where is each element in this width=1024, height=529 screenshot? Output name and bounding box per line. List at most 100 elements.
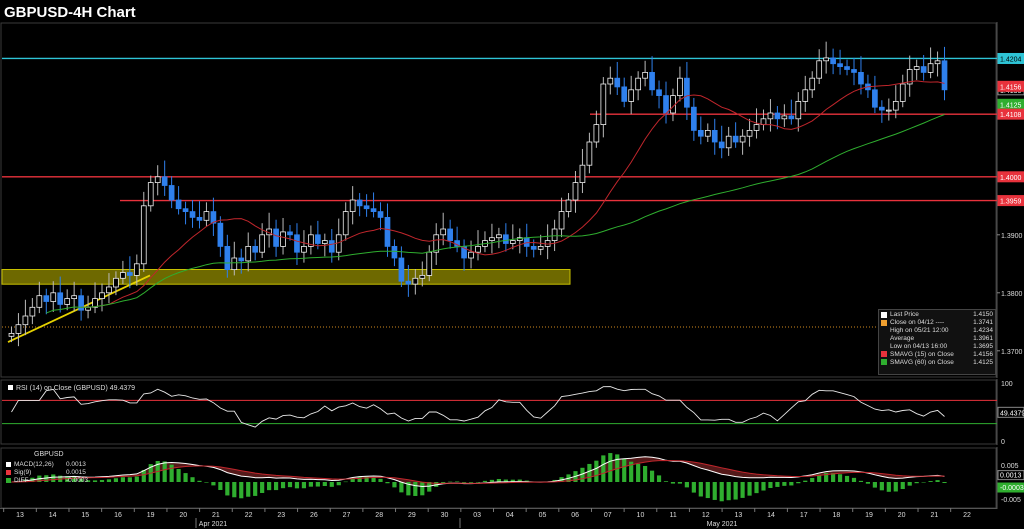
- candle-down: [523, 237, 530, 247]
- candle-up: [885, 109, 892, 112]
- candle-down: [182, 208, 189, 212]
- candle-up: [259, 234, 265, 253]
- macd-hist-bar: [357, 476, 362, 482]
- legend-item: SMAVG (15) on Close 1.4156: [881, 350, 993, 358]
- macd-hist-bar: [858, 480, 864, 482]
- candle-down: [217, 222, 224, 247]
- macd-legend-value: 0.0013: [66, 461, 86, 468]
- candle-up: [71, 295, 77, 300]
- candle-up: [607, 77, 614, 85]
- candle-up: [809, 77, 816, 91]
- candle-up: [913, 66, 920, 70]
- macd-hist-bar: [211, 482, 216, 486]
- candle-down: [405, 280, 412, 285]
- macd-hist-bar: [810, 477, 815, 482]
- candle-up: [280, 231, 286, 247]
- macd-hist-bar: [893, 482, 898, 492]
- candle-down: [941, 60, 948, 91]
- macd-hist-bar: [580, 467, 585, 482]
- macd-hist-bar: [399, 482, 404, 493]
- macd-hist-bar: [698, 482, 703, 497]
- macd-hist-bar: [79, 478, 84, 482]
- macd-hist-bar: [204, 482, 209, 483]
- x-month-label: May 2021: [707, 521, 738, 528]
- candle-down: [656, 89, 662, 97]
- macd-hist-bar: [72, 476, 77, 482]
- x-tick-label: 30: [441, 512, 449, 519]
- macd-hist-bar: [831, 473, 836, 482]
- legend-label: Close on 04/12 ----: [890, 319, 945, 327]
- candle-down: [621, 86, 628, 102]
- legend-item: Last Price 1.4150: [881, 311, 993, 319]
- candle-down: [287, 231, 293, 236]
- price-tag: [997, 195, 1024, 207]
- x-tick-label: 21: [930, 512, 938, 519]
- candle-up: [308, 234, 314, 247]
- candle-up: [635, 77, 641, 91]
- support-zone: [1, 269, 571, 285]
- candle-down: [273, 228, 279, 247]
- rsi-label-text: RSI (14) on Close (GBPUSD): [16, 385, 108, 392]
- x-tick-label: 18: [832, 512, 840, 519]
- macd-hist-bar: [942, 482, 947, 484]
- candle-down: [328, 240, 335, 253]
- macd-hist-bar: [587, 463, 592, 482]
- legend-item: Average 1.3961: [881, 335, 993, 343]
- candle-up: [795, 101, 802, 120]
- macd-hist-bar: [824, 472, 829, 482]
- candle-up: [551, 228, 558, 242]
- candle-up: [154, 176, 161, 184]
- macd-hist-bar: [643, 465, 648, 482]
- candle-up: [412, 277, 419, 285]
- macd-hist-bar: [496, 478, 501, 482]
- candle-up: [468, 251, 474, 259]
- macd-hist-bar: [844, 475, 850, 482]
- macd-chart[interactable]: 0.005 -0.005 0.0013 -0.0003: [0, 447, 1024, 509]
- macd-legend-swatch: [6, 477, 11, 483]
- price-chart[interactable]: 1.37001.38001.39001.42041.41501.41561.41…: [0, 22, 1024, 378]
- rsi-line: [11, 386, 945, 428]
- macd-hist-bar: [510, 479, 515, 482]
- rsi-tick-label: 0: [1001, 439, 1005, 445]
- candle-up: [593, 124, 600, 143]
- macd-hist-bar: [301, 482, 307, 489]
- macd-hist-bar: [670, 482, 676, 484]
- rsi-last-value: 49.4379: [109, 385, 136, 392]
- macd-hist-bar: [441, 482, 446, 483]
- candle-down: [920, 66, 927, 73]
- macd-hist-bar: [350, 478, 355, 482]
- x-tick-label: 20: [179, 512, 187, 519]
- legend-swatch: [881, 328, 887, 334]
- candle-up: [475, 245, 481, 253]
- sma60-line: [46, 114, 945, 314]
- macd-hist-bar: [51, 474, 56, 482]
- candle-up: [628, 89, 635, 102]
- legend-label: Last Price: [890, 311, 919, 319]
- candle-down: [503, 234, 509, 244]
- rsi-value-tag: [997, 406, 1024, 418]
- legend-label: Low on 04/13 16:00: [890, 343, 948, 350]
- macd-tick-label: 0.005: [1001, 463, 1019, 470]
- candle-up: [802, 89, 809, 102]
- candle-down: [370, 208, 377, 212]
- macd-hist-bar: [712, 482, 717, 500]
- candle-up: [433, 234, 440, 253]
- macd-hist-bar: [267, 482, 272, 491]
- candle-up: [537, 245, 544, 250]
- candle-up: [725, 135, 732, 149]
- candle-up: [704, 130, 711, 137]
- macd-hist-bar: [803, 480, 808, 482]
- candle-down: [57, 292, 64, 305]
- macd-value-tag-label: 0.0013: [1000, 473, 1022, 480]
- macd-hist-bar: [420, 482, 425, 496]
- rsi-chart[interactable]: 100 0 49.4379: [0, 379, 1024, 445]
- candle-down: [718, 141, 725, 149]
- x-tick-label: 14: [49, 512, 57, 519]
- macd-hist-bar: [232, 482, 237, 498]
- macd-hist-bar: [448, 481, 453, 483]
- candle-up: [120, 272, 126, 279]
- x-tick-label: 11: [669, 512, 676, 519]
- macd-hist-bar: [928, 481, 933, 482]
- candle-up: [203, 211, 210, 221]
- x-tick-label: 16: [114, 512, 122, 519]
